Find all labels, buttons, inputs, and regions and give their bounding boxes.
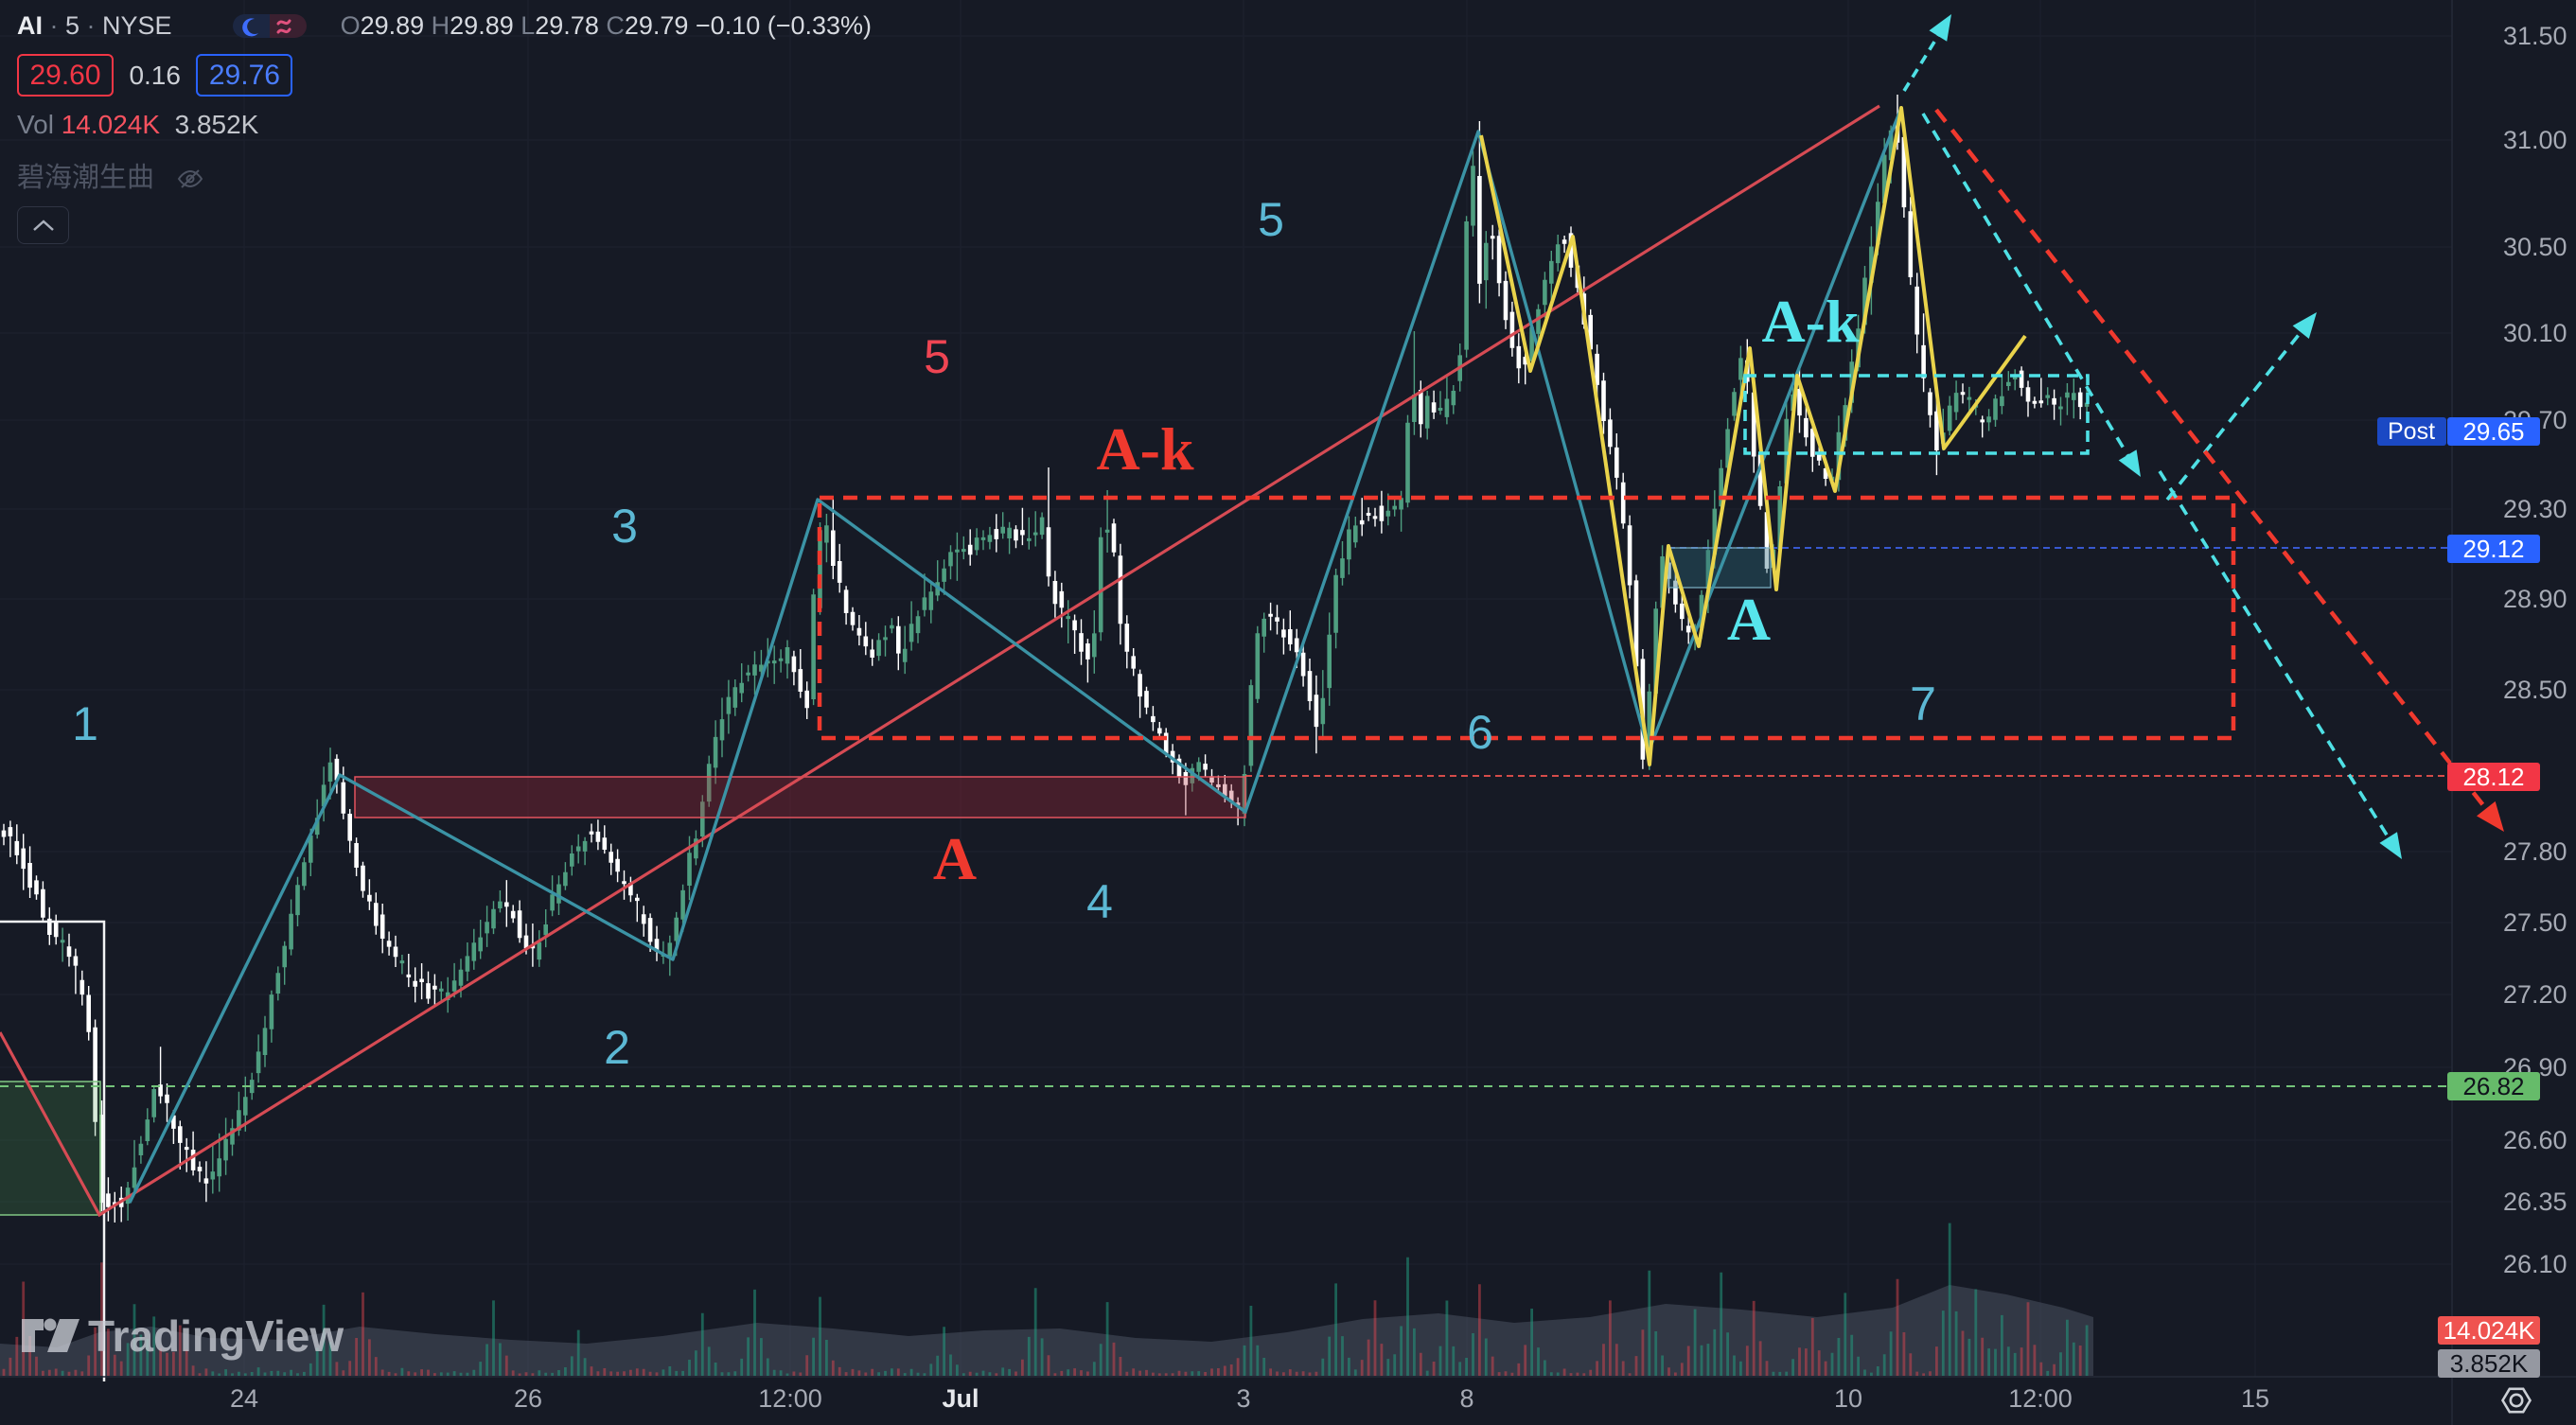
svg-text:6: 6 (1467, 706, 1493, 759)
svg-text:4: 4 (1086, 875, 1113, 928)
svg-text:24: 24 (230, 1384, 258, 1413)
svg-text:30.50: 30.50 (2503, 233, 2567, 261)
svg-text:26.60: 26.60 (2503, 1126, 2567, 1154)
svg-text:29.12: 29.12 (2462, 535, 2524, 563)
svg-text:28.12: 28.12 (2462, 763, 2524, 791)
svg-text:3: 3 (611, 500, 638, 553)
svg-text:A-k: A-k (1096, 415, 1194, 483)
svg-text:10: 10 (1834, 1384, 1862, 1413)
svg-text:A: A (933, 825, 977, 892)
svg-text:7: 7 (1910, 677, 1936, 730)
svg-text:1: 1 (72, 697, 98, 750)
svg-text:28.90: 28.90 (2503, 585, 2567, 613)
svg-text:27.20: 27.20 (2503, 980, 2567, 1009)
svg-text:3: 3 (1236, 1384, 1250, 1413)
svg-text:30.10: 30.10 (2503, 319, 2567, 347)
svg-text:31.00: 31.00 (2503, 126, 2567, 154)
svg-text:29.30: 29.30 (2503, 495, 2567, 523)
svg-text:28.50: 28.50 (2503, 676, 2567, 704)
svg-text:3.852K: 3.852K (2450, 1349, 2529, 1378)
svg-text:31.50: 31.50 (2503, 22, 2567, 50)
svg-text:5: 5 (924, 330, 950, 383)
svg-text:14.024K: 14.024K (2444, 1316, 2536, 1345)
svg-text:26: 26 (514, 1384, 542, 1413)
svg-text:12:00: 12:00 (758, 1384, 822, 1413)
svg-text:26.82: 26.82 (2462, 1072, 2524, 1100)
svg-text:15: 15 (2241, 1384, 2269, 1413)
svg-text:26.10: 26.10 (2503, 1250, 2567, 1278)
svg-text:A-k: A-k (1761, 288, 1860, 355)
svg-text:Jul: Jul (942, 1384, 979, 1413)
svg-text:27.50: 27.50 (2503, 908, 2567, 937)
svg-text:Post: Post (2388, 418, 2435, 445)
svg-text:2: 2 (604, 1021, 630, 1074)
svg-text:TradingView: TradingView (88, 1311, 344, 1361)
svg-text:8: 8 (1459, 1384, 1473, 1413)
svg-text:A: A (1727, 586, 1771, 653)
svg-text:29.65: 29.65 (2462, 417, 2524, 446)
svg-text:27.80: 27.80 (2503, 837, 2567, 866)
svg-text:5: 5 (1258, 193, 1284, 246)
svg-text:12:00: 12:00 (2008, 1384, 2073, 1413)
svg-text:26.35: 26.35 (2503, 1188, 2567, 1216)
